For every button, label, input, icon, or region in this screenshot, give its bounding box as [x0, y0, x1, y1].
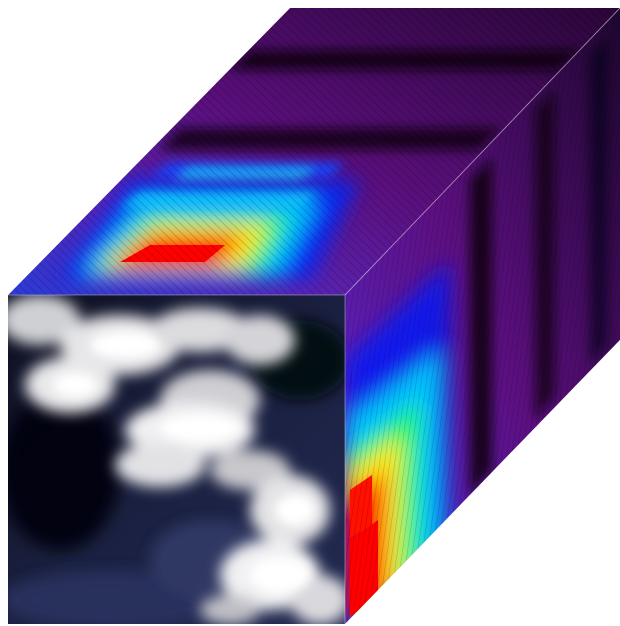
cloud-highlights	[53, 331, 315, 593]
cube-edges	[8, 7, 620, 624]
cube-front-face	[8, 295, 345, 624]
cube-side-face	[345, 8, 620, 624]
